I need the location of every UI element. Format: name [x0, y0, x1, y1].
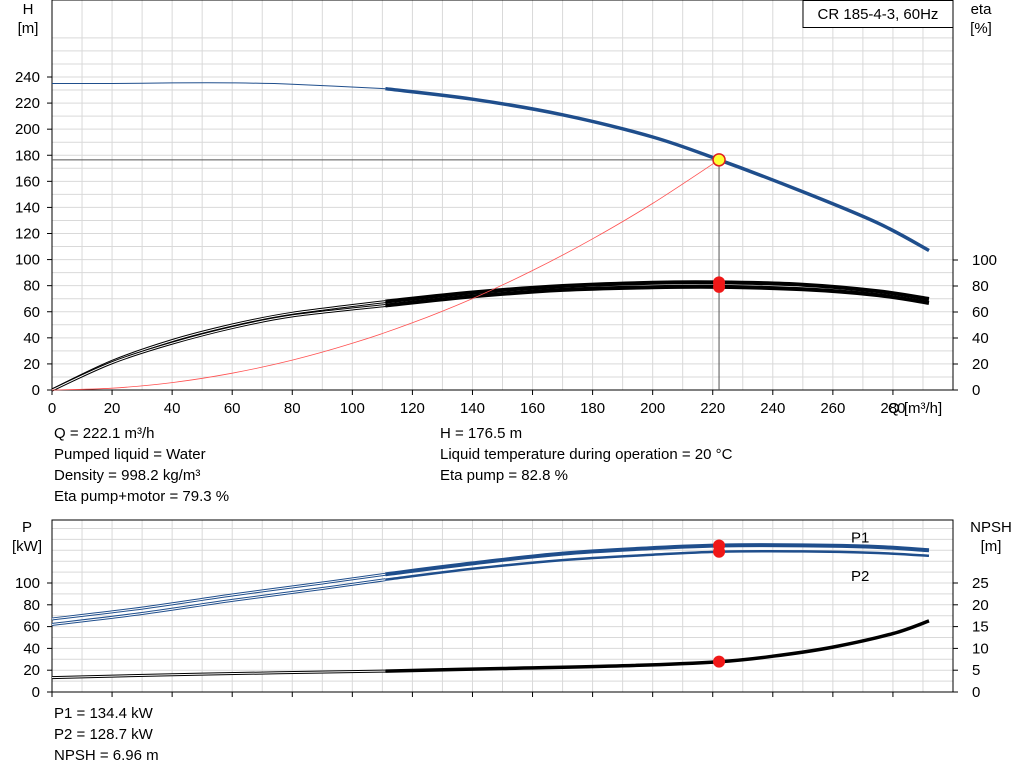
series-eta_pump_motor-extrapolated-core — [51, 305, 386, 391]
y-tick-label-left: 0 — [32, 382, 40, 399]
info-density: Density = 998.2 kg/m³ — [54, 467, 201, 484]
y-tick-label-right: 60 — [972, 304, 989, 321]
y-tick-label-right: 25 — [972, 575, 989, 592]
grid-panel-0 — [52, 0, 953, 390]
info-eta-pump: Eta pump = 82.8 % — [440, 467, 568, 484]
y-tick-label-left: 60 — [23, 619, 40, 636]
x-tick-label: 160 — [520, 400, 545, 417]
y-tick-label-right: 15 — [972, 619, 989, 636]
duty-point-marker-head — [712, 153, 726, 167]
info-flow: Q = 222.1 m³/h — [54, 425, 155, 442]
series-P1-line — [385, 543, 930, 577]
y-axis-label-right-unit: [%] — [970, 20, 992, 37]
info-top-left: Q = 222.1 m³/h Pumped liquid = Water Den… — [54, 423, 229, 507]
info-eta-pump-motor: Eta pump+motor = 79.3 % — [54, 488, 230, 505]
y-tick-label-left: 0 — [32, 684, 40, 701]
y-tick-label-right: 0 — [972, 382, 980, 399]
y-tick-label-left: 40 — [23, 330, 40, 347]
duty-point-marker-p2 — [713, 545, 726, 558]
series-NPSH-extrapolated-core — [51, 670, 386, 679]
x-tick-label: 40 — [164, 400, 181, 417]
series-eta_pump-line — [385, 280, 930, 304]
series-label-P1: P1 — [851, 529, 869, 546]
duty-point-marker-npsh — [713, 655, 726, 668]
info-bottom: P1 = 134.4 kW P2 = 128.7 kW NPSH = 6.96 … — [54, 703, 159, 766]
info-top-right: H = 176.5 m Liquid temperature during op… — [440, 423, 732, 486]
y-axis-label-right: eta — [971, 1, 993, 18]
y-tick-label-left: 100 — [15, 575, 40, 592]
series-H-line — [385, 86, 930, 253]
x-tick-label: 80 — [284, 400, 301, 417]
y-axis-label-left: P — [22, 519, 32, 536]
series-system_curve-line — [51, 159, 720, 391]
info-npsh: NPSH = 6.96 m — [54, 747, 159, 764]
y-tick-label-right: 80 — [972, 278, 989, 295]
series-H-extrapolated — [51, 82, 386, 90]
x-tick-label: 200 — [640, 400, 665, 417]
y-tick-label-left: 80 — [23, 278, 40, 295]
x-tick-label: 100 — [340, 400, 365, 417]
y-axis-label-right: NPSH — [970, 519, 1012, 536]
y-tick-label-right: 5 — [972, 662, 980, 679]
x-axis-label: Q [m³/h] — [888, 400, 942, 417]
y-tick-label-left: 120 — [15, 226, 40, 243]
chart-title: CR 185-4-3, 60Hz — [818, 6, 939, 23]
x-tick-label: 120 — [400, 400, 425, 417]
y-tick-label-right: 100 — [972, 252, 997, 269]
info-liquid-temperature: Liquid temperature during operation = 20… — [440, 446, 733, 463]
series-P2-line — [385, 550, 930, 581]
info-head: H = 176.5 m — [440, 425, 523, 442]
series-NPSH-line — [385, 619, 930, 673]
info-pumped-liquid: Pumped liquid = Water — [54, 446, 206, 463]
plot-frame-panel-1 — [51, 519, 954, 693]
x-tick-label: 240 — [760, 400, 785, 417]
plot-frame-panel-0 — [51, 0, 954, 391]
y-tick-label-left: 20 — [23, 662, 40, 679]
y-tick-label-left: 160 — [15, 173, 40, 190]
series-label-P2: P2 — [851, 568, 869, 585]
y-tick-label-left: 240 — [15, 69, 40, 86]
x-tick-label: 180 — [580, 400, 605, 417]
x-tick-label: 260 — [820, 400, 845, 417]
y-axis-label-right-unit: [m] — [981, 538, 1002, 555]
y-tick-label-right: 20 — [972, 356, 989, 373]
y-tick-label-left: 60 — [23, 304, 40, 321]
x-tick-label: 140 — [460, 400, 485, 417]
info-p1: P1 = 134.4 kW — [54, 705, 153, 722]
x-tick-label: 0 — [48, 400, 56, 417]
y-tick-label-right: 40 — [972, 330, 989, 347]
x-tick-label: 60 — [224, 400, 241, 417]
y-tick-label-right: 10 — [972, 640, 989, 657]
y-tick-label-right: 0 — [972, 684, 980, 701]
y-tick-label-right: 20 — [972, 597, 989, 614]
grid-panel-1 — [52, 520, 953, 692]
info-p2: P2 = 128.7 kW — [54, 726, 153, 743]
duty-point-marker-eta-pump-motor — [713, 280, 726, 293]
y-axis-label-left-unit: [kW] — [12, 538, 42, 555]
y-tick-label-left: 20 — [23, 356, 40, 373]
y-tick-label-left: 40 — [23, 640, 40, 657]
series-eta_pump_motor-line — [385, 284, 930, 308]
x-tick-label: 220 — [700, 400, 725, 417]
y-axis-label-left-unit: [m] — [18, 20, 39, 37]
y-tick-label-left: 200 — [15, 121, 40, 138]
y-axis-label-left: H — [23, 1, 34, 18]
series-P2-extrapolated-core — [51, 579, 386, 625]
y-tick-label-left: 100 — [15, 252, 40, 269]
y-tick-label-left: 220 — [15, 95, 40, 112]
series-P1-extrapolated-core — [51, 573, 386, 620]
y-tick-label-left: 80 — [23, 597, 40, 614]
y-tick-label-left: 140 — [15, 199, 40, 216]
x-tick-label: 20 — [104, 400, 121, 417]
x-tick-label: 280 — [880, 400, 905, 417]
y-tick-label-left: 180 — [15, 147, 40, 164]
chart-title-box — [802, 0, 954, 28]
